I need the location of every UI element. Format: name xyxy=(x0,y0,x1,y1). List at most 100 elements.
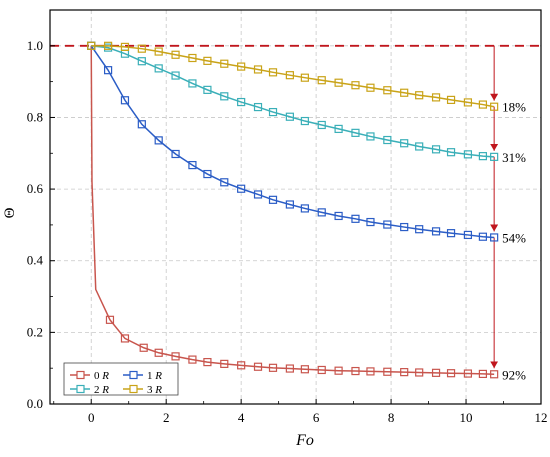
legend-item: 2 R xyxy=(70,384,109,396)
series-line xyxy=(90,45,495,376)
data-point xyxy=(463,230,473,240)
data-point xyxy=(253,65,263,74)
data-point xyxy=(87,41,96,50)
data-point xyxy=(446,229,456,238)
data-point xyxy=(220,178,229,187)
data-point xyxy=(400,368,409,377)
data-point xyxy=(334,211,343,221)
y-tick-label: 0.0 xyxy=(27,396,43,411)
data-point xyxy=(478,100,488,109)
data-point xyxy=(415,368,424,377)
legend-label-unit: R xyxy=(101,384,109,396)
data-point xyxy=(463,98,473,107)
data-point xyxy=(383,220,392,229)
data-point xyxy=(203,169,212,179)
data-point xyxy=(268,107,278,117)
percent-label: 54% xyxy=(502,230,526,245)
y-tick-label: 0.6 xyxy=(27,181,44,196)
data-point xyxy=(415,91,424,100)
data-point xyxy=(351,81,360,90)
legend-label-unit: R xyxy=(154,384,162,396)
data-point xyxy=(285,200,294,209)
data-point xyxy=(188,53,197,63)
legend-label-unit: R xyxy=(154,370,162,382)
data-point xyxy=(188,160,197,170)
plot-frame xyxy=(49,9,542,405)
data-point xyxy=(400,222,409,232)
data-point xyxy=(285,71,294,80)
data-point xyxy=(220,92,229,101)
data-point xyxy=(490,233,499,242)
data-point xyxy=(431,227,441,236)
data-point xyxy=(220,359,229,368)
data-point xyxy=(317,208,326,217)
data-point xyxy=(171,352,180,361)
series-1r xyxy=(87,41,499,242)
data-point xyxy=(154,348,163,357)
data-point xyxy=(366,83,375,92)
data-point xyxy=(253,362,263,371)
legend-swatch-marker xyxy=(76,370,85,380)
data-point xyxy=(317,120,326,130)
data-point xyxy=(137,120,146,129)
data-point xyxy=(154,47,163,56)
data-point xyxy=(220,59,229,68)
y-tick-label: 1.0 xyxy=(27,38,43,53)
x-axis-title: Fo xyxy=(295,432,314,449)
data-point xyxy=(446,95,456,105)
data-point xyxy=(366,367,375,376)
data-point xyxy=(171,149,180,159)
data-point xyxy=(334,366,343,375)
data-point xyxy=(103,66,113,75)
legend: 0 R 1 R 2 R 3 R xyxy=(63,362,179,396)
data-point xyxy=(366,217,375,227)
data-point xyxy=(300,365,309,374)
data-point xyxy=(300,73,309,82)
data-point xyxy=(351,214,360,223)
series-line xyxy=(91,45,495,158)
percent-label: 31% xyxy=(502,150,526,165)
data-point xyxy=(120,96,130,105)
legend-label: 3 R xyxy=(147,384,162,396)
data-point xyxy=(139,343,148,352)
data-point xyxy=(120,334,130,343)
data-point xyxy=(285,112,294,121)
data-point xyxy=(334,124,343,134)
legend-item: 1 R xyxy=(123,370,162,382)
data-point xyxy=(237,62,246,71)
data-point xyxy=(415,142,424,151)
data-point xyxy=(268,363,278,372)
data-point xyxy=(490,370,499,379)
data-point xyxy=(383,86,392,95)
data-point xyxy=(383,367,392,376)
data-point xyxy=(171,50,180,59)
data-point xyxy=(137,57,146,66)
data-point xyxy=(446,148,456,157)
x-tick-label: 12 xyxy=(535,410,548,425)
x-tick-label: 6 xyxy=(313,410,320,425)
data-point xyxy=(203,357,212,367)
data-point xyxy=(431,93,441,102)
series-layer xyxy=(87,41,499,379)
percent-label: 92% xyxy=(502,367,526,382)
series-0r xyxy=(87,41,499,379)
data-point xyxy=(154,136,163,145)
data-point xyxy=(317,365,326,375)
series-line xyxy=(91,45,495,108)
x-tick-label: 0 xyxy=(88,410,95,425)
x-tick-label: 8 xyxy=(388,410,395,425)
percentage-labels: 18% 31% 54% 92% xyxy=(502,100,526,383)
data-point xyxy=(463,369,473,378)
data-point xyxy=(431,368,441,377)
x-tick-label: 2 xyxy=(163,410,170,425)
legend-swatch-marker xyxy=(129,384,138,394)
y-tick-label: 0.2 xyxy=(27,324,43,339)
data-point xyxy=(253,190,263,199)
data-point xyxy=(268,195,278,204)
data-point xyxy=(237,184,246,193)
data-point xyxy=(490,152,499,161)
percent-label: 18% xyxy=(502,100,526,115)
legend-item: 3 R xyxy=(123,384,162,396)
data-point xyxy=(253,102,263,112)
